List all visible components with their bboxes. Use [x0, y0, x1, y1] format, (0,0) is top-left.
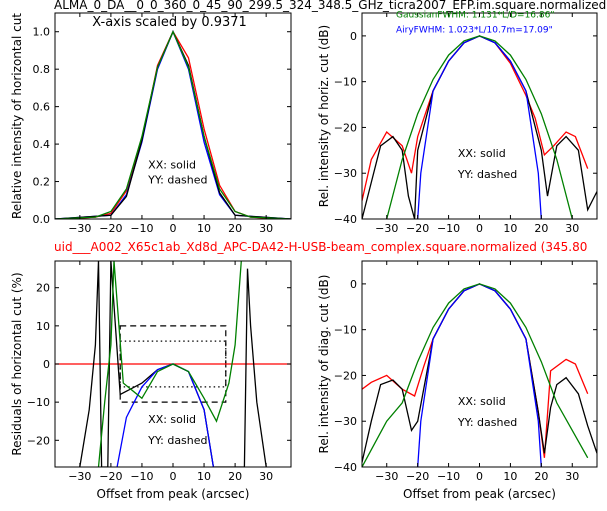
x-tick-label: −10 — [437, 222, 460, 235]
x-tick-label: 0 — [476, 470, 483, 483]
y-tick-label: −30 — [334, 167, 357, 180]
x-tick-label: −30 — [68, 222, 91, 235]
y-axis-label: Relative intensity of horizontal cut — [10, 13, 24, 219]
x-tick-label: −10 — [130, 222, 153, 235]
x-tick-label: −20 — [99, 222, 122, 235]
y-tick-label: −30 — [334, 415, 357, 428]
series-red-line — [55, 30, 291, 219]
y-tick-label: −20 — [334, 121, 357, 134]
y-axis-label: Rel. intensity of diag. cut (dB) — [317, 275, 331, 454]
annotation-text: YY: dashed — [457, 416, 517, 429]
x-tick-label: 30 — [565, 470, 579, 483]
y-tick-label: −10 — [27, 396, 50, 409]
y-axis-label: Rel. intensity of horiz. cut (dB) — [317, 25, 331, 207]
annotation-text: YY: dashed — [147, 434, 207, 447]
annotation-text: GaussianFWHM: 1.131*L/D=16.86" — [396, 11, 554, 21]
annotation-text: X-axis scaled by 0.9371 — [92, 15, 247, 30]
x-tick-label: 0 — [170, 222, 177, 235]
x-tick-label: 0 — [170, 470, 177, 483]
plot-area — [55, 261, 291, 467]
annotation-text: YY: dashed — [147, 173, 207, 186]
top-title: ALMA_0_DA__0_0_360_0_45_90_299.5_324_348… — [54, 0, 606, 12]
y-tick-label: −20 — [27, 434, 50, 447]
x-tick-label: 10 — [503, 222, 517, 235]
y-tick-label: 0.2 — [33, 176, 51, 189]
x-tick-label: 20 — [534, 222, 548, 235]
x-tick-label: 20 — [228, 470, 242, 483]
series-blue-line — [116, 363, 215, 467]
x-tick-label: 20 — [534, 470, 548, 483]
chart-panels: −30 −20 −10 0 10 20 30 0.0 0.2 0.4 0.6 0.8 1.0 Relati… — [10, 11, 598, 501]
x-axis-label: Offset from peak (arcsec) — [403, 487, 556, 501]
x-tick-label: 10 — [197, 222, 211, 235]
series-red-line — [362, 283, 589, 458]
middle-title: uid___A002_X65c1ab_Xd8d_APC-DA42-H-USB-b… — [54, 240, 587, 254]
x-tick-label: 10 — [503, 470, 517, 483]
y-axis-label: Residuals of horizontal cut (%) — [10, 272, 24, 455]
y-tick-label: 20 — [36, 282, 50, 295]
series-blue-line — [55, 29, 291, 219]
y-tick-label: 0.6 — [33, 101, 51, 114]
x-tick-label: −30 — [375, 470, 398, 483]
x-tick-label: 0 — [476, 222, 483, 235]
panel-p1: −30 −20 −10 0 10 20 30 0.0 0.2 0.4 0.6 0.8 1.0 Relati… — [10, 12, 292, 235]
x-tick-label: −20 — [406, 470, 429, 483]
series-green-line — [97, 261, 242, 467]
y-tick-label: 0.0 — [33, 213, 51, 226]
plot-frame — [361, 260, 598, 468]
x-tick-label: 30 — [259, 222, 273, 235]
x-tick-label: −10 — [437, 470, 460, 483]
series-blue-line — [417, 35, 542, 219]
x-tick-label: −10 — [130, 470, 153, 483]
plot-area — [362, 283, 597, 467]
y-tick-label: 0 — [43, 358, 50, 371]
x-tick-label: 30 — [259, 470, 273, 483]
y-tick-label: 0 — [350, 30, 357, 43]
y-tick-label: 1.0 — [33, 26, 51, 39]
annotation-text: YY: dashed — [457, 168, 517, 181]
y-tick-label: −40 — [334, 213, 357, 226]
y-tick-label: 0 — [350, 278, 357, 291]
plot-area — [362, 35, 597, 219]
series-black-line — [362, 35, 597, 219]
x-tick-label: 20 — [228, 222, 242, 235]
annotation-text: AiryFWHM: 1.023*L/10.7m=17.09" — [396, 26, 553, 36]
y-tick-label: 0.8 — [33, 63, 51, 76]
y-tick-label: −10 — [334, 324, 357, 337]
x-tick-label: 10 — [197, 470, 211, 483]
y-tick-label: 10 — [36, 320, 50, 333]
x-tick-label: −30 — [68, 470, 91, 483]
series-green-line — [55, 30, 291, 219]
series-green-line — [386, 35, 573, 219]
x-tick-label: −20 — [406, 222, 429, 235]
plot-area — [55, 29, 291, 219]
panel-p4: −30 −20 −10 0 10 20 30 −40 −30 −20 −10 0 Offset from… — [317, 260, 598, 501]
x-tick-label: 30 — [565, 222, 579, 235]
annotation-text: XX: solid — [148, 413, 196, 426]
x-tick-label: −30 — [375, 222, 398, 235]
plot-frame — [361, 12, 598, 220]
plot-frame — [54, 12, 292, 220]
series-blue-line — [417, 283, 542, 467]
y-tick-label: −40 — [334, 461, 357, 474]
y-tick-label: −10 — [334, 76, 357, 89]
x-axis-label: Offset from peak (arcsec) — [97, 487, 250, 501]
panel-p2: −30 −20 −10 0 10 20 30 −40 −30 −20 −10 0 Rel. intens… — [317, 11, 598, 235]
series-black-line — [55, 30, 291, 219]
series-black-line — [362, 283, 597, 463]
x-tick-label: −20 — [99, 470, 122, 483]
annotation-text: XX: solid — [458, 147, 506, 160]
y-tick-label: 0.4 — [33, 138, 51, 151]
panel-p3: −30 −20 −10 0 10 20 30 −20 −10 0 10 20 Offset from p… — [10, 260, 292, 501]
series-green-line — [362, 283, 589, 467]
annotation-text: XX: solid — [458, 395, 506, 408]
annotation-text: XX: solid — [148, 158, 196, 171]
y-tick-label: −20 — [334, 369, 357, 382]
